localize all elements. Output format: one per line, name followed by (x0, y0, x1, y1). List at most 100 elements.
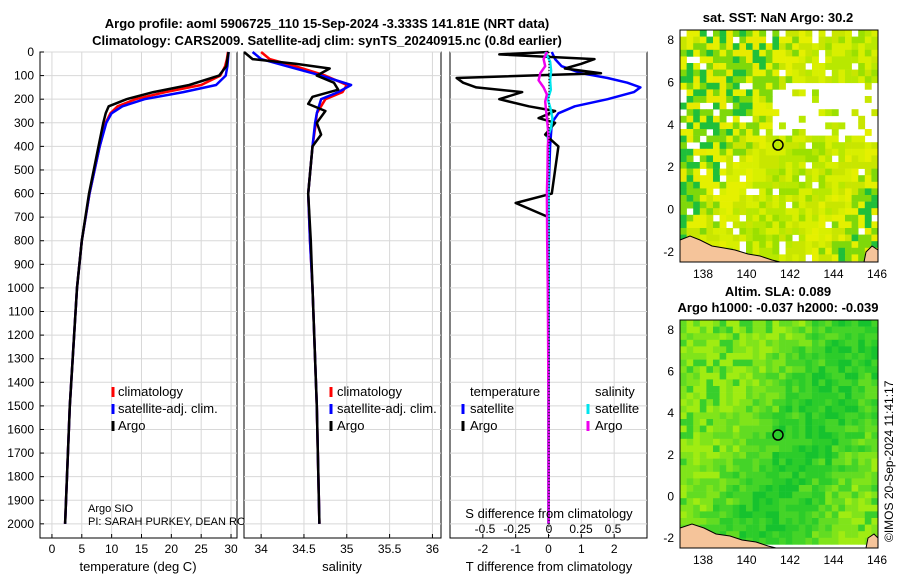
map-cell (785, 498, 793, 506)
map-cell (686, 438, 694, 446)
map-cell (680, 195, 687, 202)
map-cell (693, 30, 701, 37)
map-cell (699, 320, 707, 327)
map-cell (732, 379, 740, 387)
map-cell (765, 56, 773, 64)
map-cell (752, 175, 760, 183)
map-cell (765, 201, 773, 209)
map-cell (739, 425, 747, 433)
map-cell (772, 419, 780, 426)
temperature-legend: climatology satellite-adj. clim. Argo (111, 384, 218, 433)
map-cell (812, 399, 819, 407)
map-cell (680, 115, 687, 123)
map-cell (759, 228, 767, 235)
map-cell (792, 168, 800, 176)
map-cell (772, 214, 780, 222)
map-cell (739, 96, 747, 103)
map-cell (825, 36, 833, 44)
map-cell (693, 485, 701, 492)
map-cell (818, 43, 826, 51)
map-cell (772, 405, 780, 413)
map-cell (765, 168, 773, 176)
map-cell (693, 359, 701, 367)
map-cell (759, 379, 767, 387)
map-cell (746, 30, 753, 37)
map-cell (765, 155, 773, 163)
map-cell (831, 399, 839, 407)
map-cell (699, 478, 707, 486)
map-cell (772, 452, 780, 459)
map-cell (858, 43, 866, 51)
map-cell (838, 498, 846, 506)
map-cell (732, 425, 740, 433)
map-cell (779, 339, 786, 347)
map-cell (805, 359, 813, 367)
map-cell (772, 445, 780, 453)
map-cell (759, 221, 767, 229)
map-cell (699, 82, 707, 90)
map-cell (759, 195, 767, 202)
map-cell (752, 49, 760, 57)
map-cell (765, 76, 773, 84)
map-cell (752, 372, 760, 380)
map-cell (825, 471, 833, 479)
map-cell (699, 89, 707, 97)
map-cell (864, 504, 872, 512)
map-cell (699, 386, 707, 393)
map-cell (699, 36, 707, 44)
map-cell (752, 537, 760, 545)
map-cell (699, 43, 707, 51)
map-cell (864, 56, 872, 64)
map-cell (706, 471, 714, 479)
map-cell (739, 465, 747, 473)
map-cell (746, 175, 753, 183)
map-cell (818, 221, 826, 229)
map-cell (726, 208, 734, 216)
map-cell (818, 372, 826, 380)
x-tick-label: 34 (254, 542, 268, 556)
map-cell (845, 531, 852, 539)
map-cell (752, 76, 760, 84)
map-cell (772, 372, 780, 380)
map-cell (838, 419, 846, 426)
y-tick-label: 1400 (7, 375, 34, 389)
map-cell (818, 399, 826, 407)
map-cell (825, 43, 833, 51)
map-cell (831, 221, 839, 229)
map-cell (699, 234, 707, 242)
map-cell (719, 478, 727, 486)
map-cell (798, 531, 806, 539)
map-cell (812, 188, 819, 196)
map-cell (838, 386, 846, 393)
map-cell (686, 452, 694, 459)
map-cell (746, 412, 753, 420)
map-cell (713, 181, 720, 189)
map-cell (792, 221, 800, 229)
map-cell (686, 412, 694, 420)
map-cell (805, 471, 813, 479)
map-cell (858, 399, 866, 407)
map-cell (779, 214, 786, 222)
map-x-tick-label: 146 (867, 267, 887, 281)
map-cell (871, 405, 879, 413)
map-cell (825, 438, 833, 446)
map-cell (726, 129, 734, 136)
map-cell (825, 359, 833, 367)
salinity-axes (243, 51, 442, 539)
x-tick-label: 0 (49, 542, 56, 556)
map-cell (719, 412, 727, 420)
map-cell (765, 524, 773, 532)
map-cell (825, 485, 833, 492)
y-tick-label: 2000 (7, 517, 34, 531)
map-cell (779, 425, 786, 433)
y-tick-label: 600 (14, 187, 34, 201)
map-cell (838, 524, 846, 532)
map-cell (845, 498, 852, 506)
map-cell (851, 379, 859, 387)
map-cell (838, 537, 846, 545)
map-cell (719, 498, 727, 506)
map-cell (706, 109, 714, 117)
map-cell (752, 234, 760, 242)
map-cell (680, 452, 687, 459)
y-tick-label: 900 (14, 257, 34, 271)
